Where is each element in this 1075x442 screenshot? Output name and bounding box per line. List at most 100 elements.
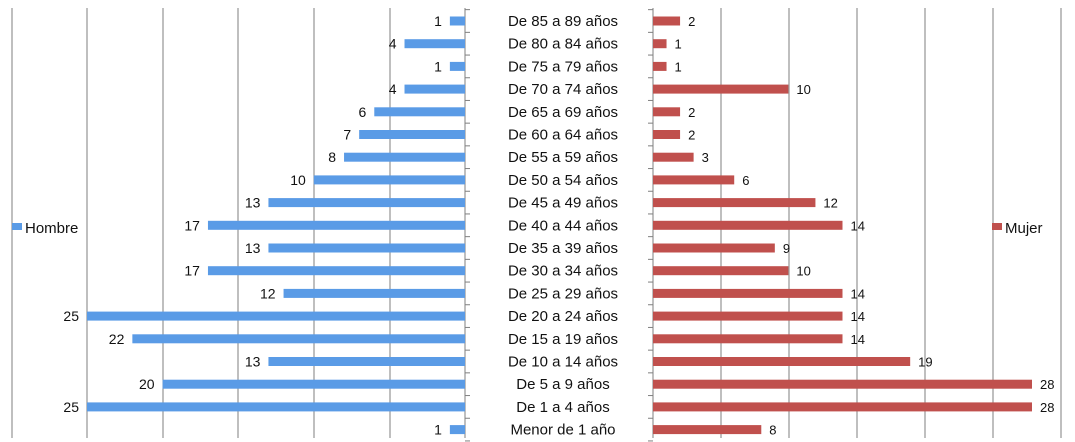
mujer-bar: [653, 266, 789, 276]
mujer-bars: [653, 16, 1032, 435]
legend-mujer-label: Mujer: [1005, 220, 1043, 237]
mujer-value-label: 14: [851, 309, 865, 324]
category-label: De 5 a 9 años: [516, 376, 609, 393]
hombre-bar: [87, 311, 465, 321]
mujer-bar: [653, 334, 843, 344]
category-label: De 65 a 69 años: [508, 104, 618, 121]
hombre-value-label: 1: [434, 422, 442, 438]
legend-mujer-swatch: [992, 223, 1002, 230]
mujer-value-label: 6: [742, 173, 749, 188]
mujer-value-label: 28: [1040, 400, 1054, 415]
mujer-bar: [653, 379, 1032, 389]
category-label: De 30 a 34 años: [508, 263, 618, 280]
mujer-bar: [653, 402, 1032, 412]
category-label: De 75 a 79 años: [508, 58, 618, 75]
mujer-value-label: 2: [688, 128, 695, 143]
hombre-value-label: 10: [290, 172, 306, 188]
mujer-value-label: 2: [688, 105, 695, 120]
mujer-value-label: 14: [851, 286, 865, 301]
hombre-value-label: 1: [434, 13, 442, 29]
hombre-bar: [162, 379, 465, 389]
category-label: De 20 a 24 años: [508, 308, 618, 325]
mujer-bar: [653, 130, 681, 139]
category-label: De 70 a 74 años: [508, 81, 618, 98]
hombre-value-label: 4: [389, 36, 397, 52]
mujer-value-label: 1: [675, 37, 682, 52]
hombre-bar: [449, 61, 465, 71]
hombre-value-label: 13: [245, 195, 261, 211]
hombre-bar: [268, 357, 465, 366]
hombre-bar: [283, 288, 465, 298]
mujer-bar: [653, 220, 843, 230]
hombre-value-label: 25: [63, 399, 79, 415]
category-label: De 55 a 59 años: [508, 149, 618, 166]
hombre-value-label: 12: [260, 285, 276, 301]
mujer-bar: [653, 198, 816, 208]
hombre-value-label: 22: [109, 331, 125, 347]
mujer-value-label: 12: [823, 196, 837, 211]
hombre-value-label: 13: [245, 240, 261, 256]
mujer-bar: [653, 311, 843, 321]
hombre-bar: [207, 266, 465, 276]
category-label: De 15 a 19 años: [508, 331, 618, 348]
category-label: De 85 a 89 años: [508, 13, 618, 30]
legend-hombre-label: Hombre: [25, 220, 78, 237]
hombre-value-label: 17: [184, 263, 200, 279]
category-label: Menor de 1 año: [510, 422, 615, 439]
hombre-bar: [132, 334, 466, 344]
mujer-value-label: 14: [851, 332, 865, 347]
hombre-bar: [313, 175, 465, 185]
category-label: De 50 a 54 años: [508, 172, 618, 189]
mujer-value-label: 2: [688, 14, 695, 29]
hombre-value-label: 1: [434, 58, 442, 74]
hombre-bar: [449, 16, 465, 26]
mujer-bar: [653, 288, 843, 298]
hombre-bar: [374, 107, 465, 117]
category-labels: De 85 a 89 años De 80 a 84 años De 75 a 79…: [508, 13, 618, 439]
hombre-value-label: 4: [389, 81, 397, 97]
mujer-value-label: 1: [675, 59, 682, 74]
category-label: De 60 a 64 años: [508, 127, 618, 144]
legend-mujer: Mujer: [992, 220, 1043, 237]
mujer-bar: [653, 175, 735, 185]
category-label: De 45 a 49 años: [508, 195, 618, 212]
mujer-value-label: 19: [918, 355, 932, 370]
mujer-bar: [653, 357, 911, 366]
mujer-bar: [653, 16, 681, 26]
hombre-value-label: 25: [63, 308, 79, 324]
category-label: De 80 a 84 años: [508, 36, 618, 53]
hombre-value-label: 13: [245, 354, 261, 370]
mujer-bar: [653, 107, 681, 117]
legend-hombre: Hombre: [12, 220, 78, 237]
hombre-bar: [207, 220, 465, 230]
category-label: De 10 a 14 años: [508, 354, 618, 371]
hombre-value-label: 6: [358, 104, 366, 120]
hombre-bar: [268, 198, 465, 208]
mujer-value-label: 9: [783, 241, 790, 256]
category-label: De 1 a 4 años: [516, 399, 609, 416]
hombre-bar: [404, 84, 465, 94]
mujer-value-label: 14: [851, 218, 865, 233]
mujer-value-label: 10: [796, 264, 810, 279]
mujer-value-label: 28: [1040, 377, 1054, 392]
mujer-bar: [653, 84, 789, 94]
mujer-bar: [653, 39, 667, 49]
category-label: De 35 a 39 años: [508, 240, 618, 257]
legend-hombre-swatch: [12, 223, 22, 230]
hombre-bar: [449, 425, 465, 435]
hombre-bar: [87, 402, 465, 412]
hombre-bar: [268, 243, 465, 253]
hombre-value-label: 8: [328, 149, 336, 165]
category-label: De 40 a 44 años: [508, 217, 618, 234]
mujer-bar: [653, 152, 694, 162]
hombre-bar: [344, 152, 465, 162]
mujer-bar: [653, 425, 762, 435]
mujer-bar: [653, 61, 667, 71]
mujer-bar: [653, 243, 775, 253]
hombre-bar: [404, 39, 465, 49]
hombre-bars: [87, 16, 466, 435]
mujer-value-label: 8: [769, 423, 776, 438]
hombre-value-label: 20: [139, 376, 155, 392]
